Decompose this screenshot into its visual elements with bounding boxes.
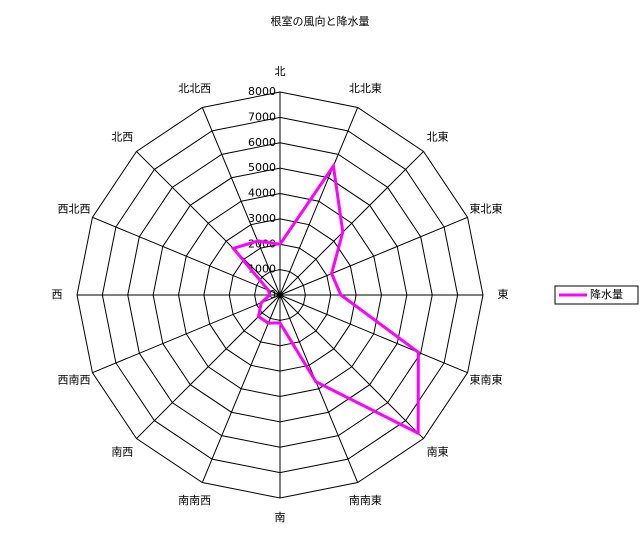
category-label: 東 bbox=[498, 288, 509, 301]
category-label: 北西 bbox=[111, 130, 133, 143]
spoke bbox=[92, 294, 281, 374]
legend-box bbox=[554, 285, 639, 305]
y-tick-label: 3000 bbox=[248, 212, 276, 225]
category-label: 東南東 bbox=[470, 373, 503, 386]
spoke bbox=[279, 294, 424, 439]
category-label: 南西 bbox=[111, 446, 133, 459]
spoke bbox=[136, 151, 281, 296]
spoke bbox=[279, 294, 359, 483]
spoke bbox=[136, 294, 281, 439]
category-label: 西南西 bbox=[57, 373, 90, 386]
category-label: 南南西 bbox=[178, 494, 211, 507]
category-label: 西北西 bbox=[57, 203, 90, 216]
series-line bbox=[230, 162, 420, 436]
y-tick-label: 5000 bbox=[248, 161, 276, 174]
category-label: 西 bbox=[52, 288, 63, 301]
category-label: 南 bbox=[275, 511, 286, 524]
spoke bbox=[92, 216, 281, 296]
spoke bbox=[279, 151, 424, 296]
category-label: 南南東 bbox=[349, 494, 382, 507]
category-label: 北北西 bbox=[178, 82, 211, 95]
y-tick-label: 4000 bbox=[248, 187, 276, 200]
category-label: 北 bbox=[275, 65, 286, 78]
y-tick-label: 6000 bbox=[248, 136, 276, 149]
legend-label: 降水量 bbox=[590, 287, 623, 301]
spoke bbox=[279, 294, 468, 374]
spoke bbox=[201, 294, 281, 483]
spoke bbox=[279, 216, 468, 296]
y-tick-label: 0 bbox=[269, 288, 276, 301]
category-label: 北東 bbox=[427, 130, 449, 143]
y-tick-label: 8000 bbox=[248, 85, 276, 98]
chart-title: 根室の風向と降水量 bbox=[271, 14, 370, 28]
y-tick-label: 7000 bbox=[248, 110, 276, 123]
category-label: 北北東 bbox=[349, 82, 382, 95]
spoke bbox=[279, 107, 359, 296]
category-label: 南東 bbox=[427, 446, 449, 459]
spoke bbox=[201, 107, 281, 296]
category-label: 東北東 bbox=[470, 203, 503, 216]
